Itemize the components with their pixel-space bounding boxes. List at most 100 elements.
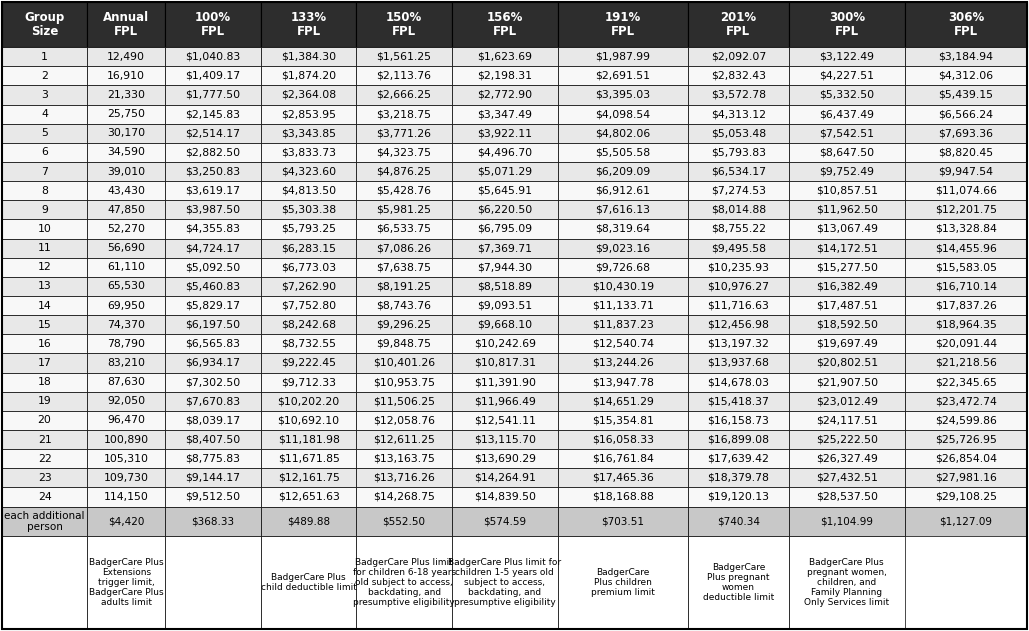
Text: 15: 15 [38,320,51,329]
Text: $17,465.36: $17,465.36 [592,473,653,483]
Text: 13: 13 [38,281,51,292]
Bar [260,239,356,257]
Text: $12,058.76: $12,058.76 [374,415,435,425]
Text: $11,671.85: $11,671.85 [278,454,340,464]
Bar [356,507,452,536]
Text: 14: 14 [38,300,51,310]
Text: 56,690: 56,690 [107,243,145,253]
Text: $15,418.37: $15,418.37 [708,396,770,406]
Text: BadgerCare
Plus children
premium limit: BadgerCare Plus children premium limit [591,568,654,597]
Bar [2,487,87,507]
Bar [452,277,558,296]
Text: $5,505.58: $5,505.58 [596,148,650,157]
Text: $10,857.51: $10,857.51 [816,186,878,196]
Bar [452,353,558,372]
Text: $2,772.90: $2,772.90 [477,90,532,100]
Bar [2,239,87,257]
Bar [87,85,166,105]
Text: $18,379.78: $18,379.78 [708,473,770,483]
Text: $9,222.45: $9,222.45 [281,358,336,368]
Text: $14,268.75: $14,268.75 [374,492,435,502]
Text: $7,693.36: $7,693.36 [938,128,993,138]
Bar [558,124,688,143]
Text: $6,795.09: $6,795.09 [477,224,532,234]
Text: $14,839.50: $14,839.50 [473,492,536,502]
Text: $13,716.26: $13,716.26 [374,473,435,483]
Text: 114,150: 114,150 [104,492,149,502]
Bar [788,277,904,296]
Bar [558,507,688,536]
Text: $7,616.13: $7,616.13 [596,205,650,215]
Bar [356,468,452,487]
Text: $6,220.50: $6,220.50 [477,205,532,215]
Bar [904,162,1027,181]
Text: $574.59: $574.59 [484,516,526,526]
Bar [452,124,558,143]
Bar [87,181,166,200]
Bar [356,487,452,507]
Text: $8,820.45: $8,820.45 [938,148,993,157]
Text: $4,227.51: $4,227.51 [819,71,875,81]
Text: BadgerCare Plus limit for
children 1-5 years old
subject to access,
backdating, : BadgerCare Plus limit for children 1-5 y… [449,558,561,607]
Text: $7,262.90: $7,262.90 [281,281,336,292]
Text: $2,113.76: $2,113.76 [377,71,431,81]
Text: $8,191.25: $8,191.25 [377,281,431,292]
Text: $11,966.49: $11,966.49 [473,396,536,406]
Text: 92,050: 92,050 [107,396,145,406]
Text: 30,170: 30,170 [107,128,145,138]
Bar [452,315,558,334]
Text: $18,592.50: $18,592.50 [816,320,878,329]
Text: $24,117.51: $24,117.51 [816,415,878,425]
Text: $13,947.78: $13,947.78 [592,377,653,387]
Text: $4,098.54: $4,098.54 [596,109,650,119]
Bar [260,315,356,334]
Text: 10: 10 [38,224,51,234]
Text: $8,319.64: $8,319.64 [596,224,650,234]
Bar [788,315,904,334]
Text: $3,395.03: $3,395.03 [596,90,650,100]
Bar [166,315,260,334]
Text: 16,910: 16,910 [107,71,145,81]
Bar [688,277,788,296]
Text: $7,638.75: $7,638.75 [377,262,431,272]
Text: 78,790: 78,790 [107,339,145,349]
Text: $10,976.27: $10,976.27 [707,281,770,292]
Text: 156%
FPL: 156% FPL [487,11,523,38]
Text: $10,235.93: $10,235.93 [707,262,770,272]
Bar [356,2,452,47]
Text: $8,014.88: $8,014.88 [711,205,766,215]
Text: $703.51: $703.51 [601,516,644,526]
Text: $19,120.13: $19,120.13 [707,492,770,502]
Text: $8,732.55: $8,732.55 [281,339,336,349]
Text: $15,277.50: $15,277.50 [816,262,878,272]
Bar [87,315,166,334]
Bar [452,220,558,239]
Text: 19: 19 [38,396,51,406]
Bar [356,430,452,449]
Text: $1,623.69: $1,623.69 [477,52,532,62]
Text: $18,964.35: $18,964.35 [935,320,997,329]
Bar [356,85,452,105]
Text: 3: 3 [41,90,48,100]
Text: $21,907.50: $21,907.50 [816,377,878,387]
Text: $368.33: $368.33 [191,516,235,526]
Text: $22,345.65: $22,345.65 [935,377,997,387]
Bar [452,257,558,277]
Text: $3,987.50: $3,987.50 [185,205,241,215]
Bar [788,85,904,105]
Bar [558,85,688,105]
Bar [558,162,688,181]
Text: $29,108.25: $29,108.25 [935,492,997,502]
Bar [2,143,87,162]
Bar [2,220,87,239]
Text: $10,953.75: $10,953.75 [374,377,435,387]
Bar [2,430,87,449]
Bar [166,143,260,162]
Text: BadgerCare Plus limit
for children 6-18 years
old subject to access,
backdating,: BadgerCare Plus limit for children 6-18 … [353,558,456,607]
Bar [87,239,166,257]
Text: 61,110: 61,110 [107,262,145,272]
Text: 306%
FPL: 306% FPL [948,11,984,38]
Bar [87,392,166,411]
Bar [788,296,904,315]
Text: $10,430.19: $10,430.19 [592,281,653,292]
